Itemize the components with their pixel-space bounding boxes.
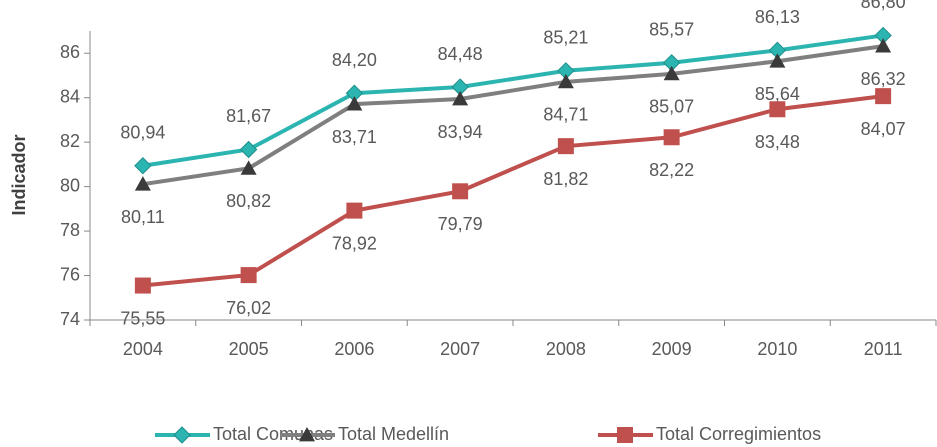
y-tick-label: 74	[60, 309, 80, 329]
data-label: 86,32	[861, 69, 906, 89]
data-label: 85,64	[755, 84, 800, 104]
x-tick-label: 2007	[440, 339, 480, 359]
legend-marker	[299, 427, 315, 442]
data-point	[452, 183, 469, 200]
data-point	[239, 140, 258, 159]
data-label: 83,48	[755, 132, 800, 152]
y-tick-label: 86	[60, 42, 80, 62]
data-label: 85,57	[649, 20, 694, 40]
data-label: 80,11	[121, 207, 165, 227]
data-label: 85,07	[649, 97, 694, 117]
data-point	[452, 91, 469, 106]
data-label: 79,79	[438, 214, 483, 234]
data-point	[769, 53, 786, 68]
data-point	[663, 65, 680, 81]
data-point	[240, 267, 257, 284]
series-line	[142, 94, 884, 288]
data-label: 84,71	[543, 105, 588, 125]
data-point	[663, 129, 680, 146]
y-tick-label: 84	[60, 86, 80, 106]
x-tick-label: 2011	[864, 339, 903, 359]
data-label: 86,80	[861, 0, 906, 12]
data-label: 84,20	[332, 50, 377, 70]
legend-label: Total Medellín	[338, 424, 449, 444]
data-label: 83,94	[438, 122, 483, 142]
data-label: 75,55	[120, 308, 165, 328]
data-label: 76,02	[226, 298, 271, 318]
data-label: 84,48	[438, 44, 483, 64]
series-line	[142, 33, 884, 168]
x-tick-label: 2008	[546, 339, 586, 359]
legend-label: Total Corregimientos	[656, 424, 821, 444]
y-tick-label: 80	[60, 175, 80, 195]
x-tick-label: 2010	[757, 339, 797, 359]
data-label: 80,82	[226, 191, 271, 211]
data-point	[240, 160, 257, 175]
legend-marker	[617, 427, 633, 443]
data-point	[134, 176, 151, 191]
data-label: 81,82	[543, 169, 588, 189]
data-label: 81,67	[226, 106, 271, 126]
data-point	[769, 101, 786, 118]
data-point	[875, 38, 892, 53]
data-point	[557, 138, 574, 155]
data-point	[346, 96, 363, 111]
data-point	[875, 88, 892, 105]
legend-marker	[173, 426, 191, 444]
data-label: 83,71	[332, 127, 377, 147]
data-label: 84,07	[861, 119, 906, 139]
y-tick-label: 76	[60, 264, 80, 284]
data-label: 80,94	[120, 122, 165, 142]
data-point	[346, 202, 363, 219]
data-point	[557, 73, 574, 89]
data-label: 85,21	[543, 28, 588, 48]
data-label: 86,13	[755, 7, 800, 27]
data-label: 78,92	[332, 233, 377, 253]
data-label: 82,22	[649, 160, 694, 180]
x-tick-label: 2006	[334, 339, 374, 359]
x-tick-label: 2004	[123, 339, 163, 359]
series-line	[142, 44, 884, 187]
x-tick-label: 2005	[229, 339, 269, 359]
y-axis-label: Indicador	[9, 134, 29, 215]
y-tick-label: 82	[60, 131, 80, 151]
x-tick-label: 2009	[652, 339, 692, 359]
data-point	[134, 277, 151, 294]
data-point	[134, 157, 152, 175]
y-tick-label: 78	[60, 220, 80, 240]
